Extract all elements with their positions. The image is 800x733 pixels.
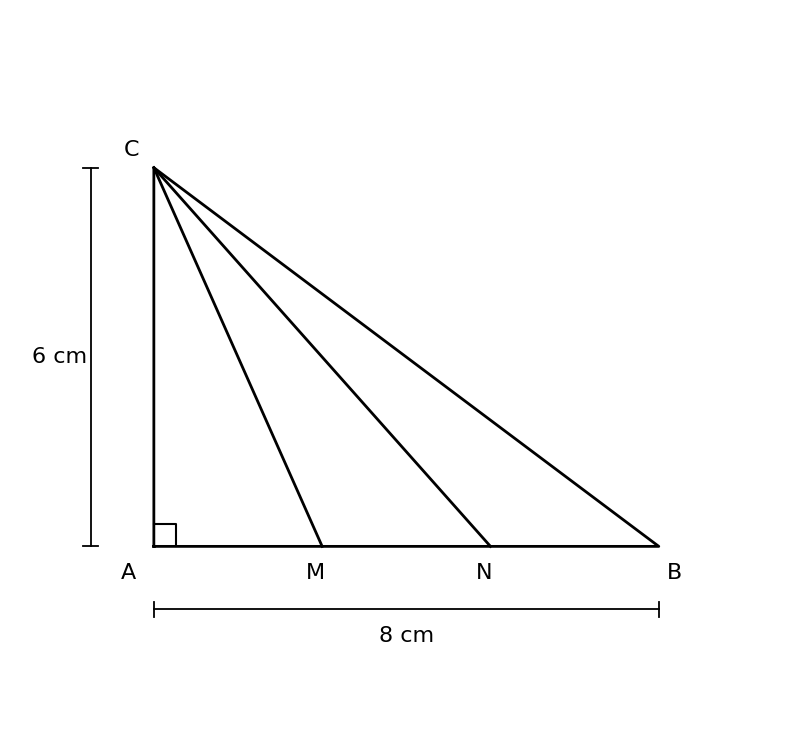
Text: N: N — [476, 563, 493, 583]
Text: A: A — [121, 563, 136, 583]
Text: M: M — [306, 563, 326, 583]
Text: 6 cm: 6 cm — [32, 347, 86, 367]
Text: 8 cm: 8 cm — [378, 626, 434, 646]
Text: C: C — [124, 140, 139, 160]
Text: B: B — [667, 563, 682, 583]
